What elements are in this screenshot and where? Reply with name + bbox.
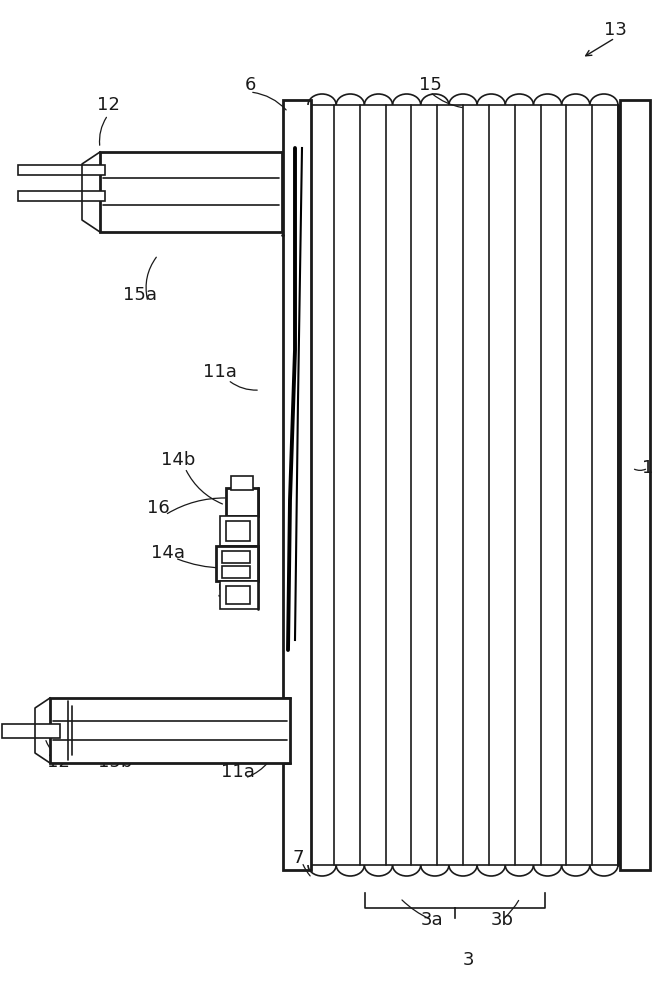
Text: 3a: 3a bbox=[421, 911, 444, 929]
Bar bbox=[226, 488, 258, 516]
Bar bbox=[100, 152, 282, 232]
Bar bbox=[231, 476, 253, 490]
Text: 12: 12 bbox=[46, 753, 69, 771]
Bar bbox=[620, 100, 650, 870]
Text: 5: 5 bbox=[216, 583, 227, 601]
Bar bbox=[220, 516, 258, 546]
Bar bbox=[18, 191, 105, 201]
Text: 15: 15 bbox=[419, 76, 442, 94]
Text: 13: 13 bbox=[603, 21, 627, 39]
Bar bbox=[283, 100, 311, 870]
Text: 12: 12 bbox=[97, 96, 119, 114]
Text: 1: 1 bbox=[642, 459, 654, 477]
Text: 15b: 15b bbox=[98, 753, 132, 771]
Bar bbox=[226, 521, 250, 541]
Text: 16: 16 bbox=[147, 499, 169, 517]
Text: 11a: 11a bbox=[203, 363, 237, 381]
Text: 14b: 14b bbox=[161, 451, 195, 469]
Text: 11a: 11a bbox=[221, 763, 255, 781]
Text: 7: 7 bbox=[293, 849, 304, 867]
Text: 14a: 14a bbox=[151, 544, 185, 562]
Bar bbox=[18, 165, 105, 175]
Bar bbox=[220, 581, 258, 609]
Bar bbox=[216, 546, 258, 581]
Bar bbox=[222, 551, 250, 563]
Bar bbox=[2, 724, 60, 738]
Text: 3: 3 bbox=[462, 951, 474, 969]
Text: 3b: 3b bbox=[491, 911, 513, 929]
Bar bbox=[222, 566, 250, 578]
Bar bbox=[226, 586, 250, 604]
Text: 15a: 15a bbox=[123, 286, 157, 304]
Text: 6: 6 bbox=[244, 76, 256, 94]
Bar bbox=[50, 698, 290, 763]
